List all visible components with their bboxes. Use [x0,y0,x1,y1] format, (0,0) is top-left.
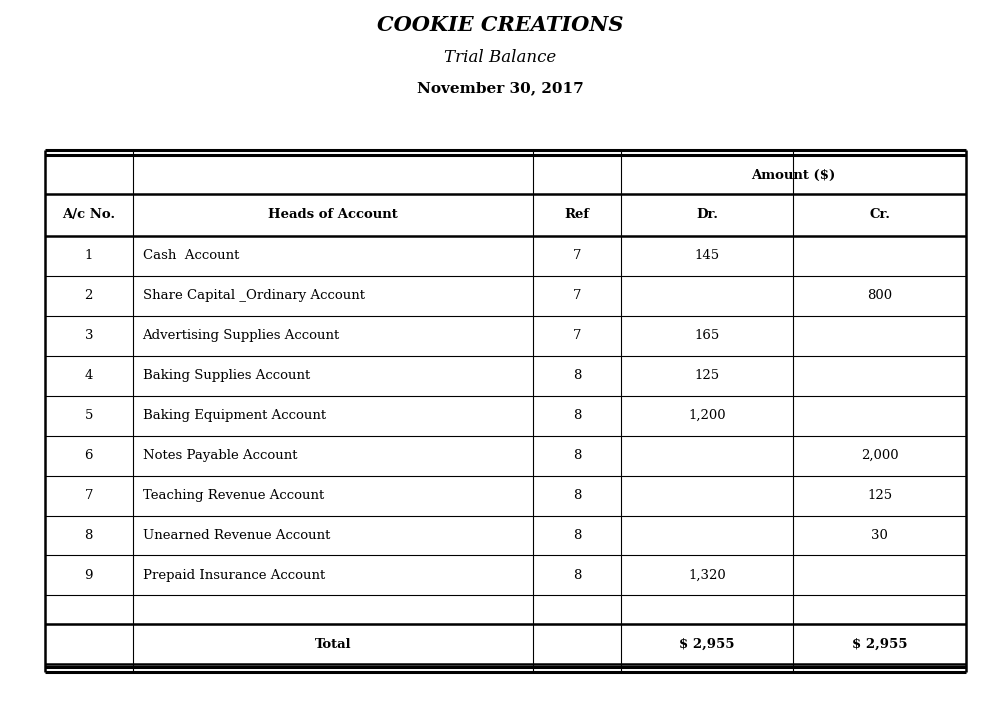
Text: 1,320: 1,320 [688,569,726,582]
Text: 125: 125 [867,489,892,502]
Text: Prepaid Insurance Account: Prepaid Insurance Account [142,569,324,582]
Text: COOKIE CREATIONS: COOKIE CREATIONS [377,15,624,35]
Text: 7: 7 [573,249,582,262]
Text: Dr.: Dr. [696,208,718,221]
Text: 165: 165 [695,329,720,342]
Text: 145: 145 [695,249,720,262]
Text: 2: 2 [85,289,93,302]
Text: 8: 8 [573,569,581,582]
Text: 2,000: 2,000 [861,449,899,462]
Text: $ 2,955: $ 2,955 [852,638,907,650]
Text: Baking Equipment Account: Baking Equipment Account [142,409,325,422]
Text: Heads of Account: Heads of Account [268,208,397,221]
Text: 125: 125 [695,369,720,382]
Text: Amount ($): Amount ($) [751,169,836,182]
Text: 7: 7 [84,489,93,502]
Text: 8: 8 [573,529,581,542]
Text: 3: 3 [84,329,93,342]
Text: Cash  Account: Cash Account [142,249,239,262]
Text: 7: 7 [573,329,582,342]
Text: Advertising Supplies Account: Advertising Supplies Account [142,329,339,342]
Text: 30: 30 [871,529,888,542]
Text: 8: 8 [85,529,93,542]
Text: 800: 800 [867,289,892,302]
Text: 8: 8 [573,369,581,382]
Text: Total: Total [314,638,351,650]
Text: $ 2,955: $ 2,955 [680,638,735,650]
Text: 8: 8 [573,449,581,462]
Text: 8: 8 [573,489,581,502]
Text: Unearned Revenue Account: Unearned Revenue Account [142,529,330,542]
Text: 1: 1 [85,249,93,262]
Text: Teaching Revenue Account: Teaching Revenue Account [142,489,323,502]
Text: 5: 5 [85,409,93,422]
Text: Cr.: Cr. [869,208,890,221]
Text: Notes Payable Account: Notes Payable Account [142,449,297,462]
Text: 1,200: 1,200 [688,409,726,422]
Text: November 30, 2017: November 30, 2017 [417,81,584,96]
Text: 8: 8 [573,409,581,422]
Text: 7: 7 [573,289,582,302]
Text: 6: 6 [84,449,93,462]
Text: Ref: Ref [565,208,590,221]
Text: 4: 4 [85,369,93,382]
Text: A/c No.: A/c No. [62,208,115,221]
Text: Baking Supplies Account: Baking Supplies Account [142,369,309,382]
Text: 9: 9 [84,569,93,582]
Text: Trial Balance: Trial Balance [444,49,557,66]
Text: Share Capital _Ordinary Account: Share Capital _Ordinary Account [142,289,364,302]
